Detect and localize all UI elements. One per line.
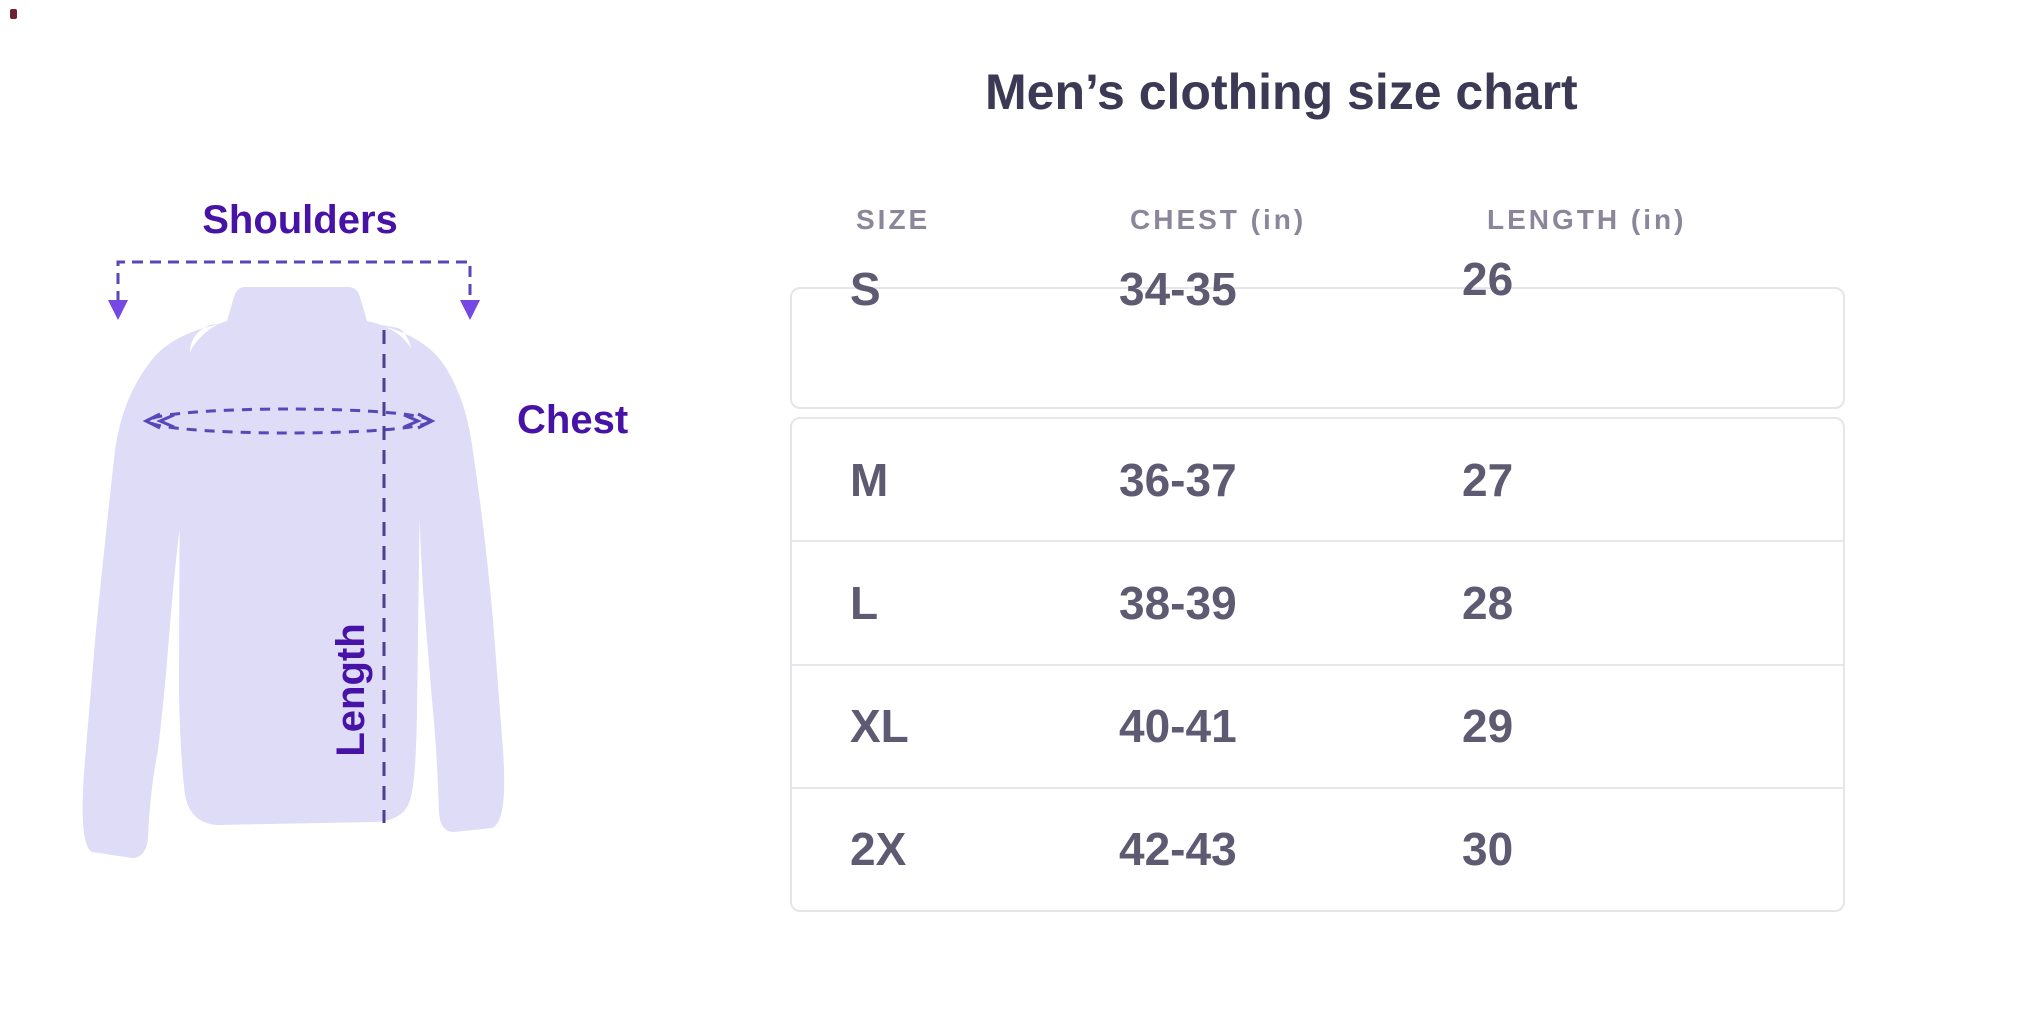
length-value: 26 — [1462, 253, 1514, 305]
size-value: M — [850, 453, 889, 506]
chest-value: 36-37 — [1119, 453, 1237, 506]
length-value: 29 — [1462, 700, 1514, 753]
size-value: L — [850, 576, 879, 629]
chest-value: 34-35 — [1119, 263, 1237, 315]
length-value: 30 — [1462, 823, 1514, 876]
shoulders-label: Shoulders — [202, 198, 398, 242]
page-title: Men’s clothing size chart — [985, 64, 1578, 120]
shirt-diagram — [82, 260, 505, 858]
table-row-card-s: S 34-35 26 — [790, 256, 1845, 409]
length-value: 28 — [1462, 576, 1514, 629]
shoulders-arrow-left — [108, 300, 128, 320]
chest-value: 42-43 — [1119, 823, 1237, 876]
column-header-size: SIZE — [856, 204, 931, 235]
table-rows-card: M 36-37 27 L 38-39 28 XL 40-41 29 2X 42-… — [790, 417, 1845, 912]
shoulders-measure-line — [116, 260, 472, 302]
shirt-left-sleeve — [82, 322, 231, 858]
shoulders-arrow-right — [460, 300, 480, 320]
shirt-collar — [227, 287, 367, 321]
shirt-right-sleeve — [365, 322, 505, 832]
size-value: XL — [850, 700, 909, 753]
corner-mark — [10, 9, 17, 19]
column-header-length: LENGTH (in) — [1487, 204, 1687, 235]
table-row: L 38-39 28 — [792, 540, 1843, 663]
chest-label: Chest — [517, 398, 629, 442]
chest-arrow-right — [403, 412, 436, 430]
table-row: M 36-37 27 — [792, 419, 1843, 540]
chest-arrow-left — [142, 412, 175, 430]
length-value: 27 — [1462, 453, 1514, 506]
chest-value: 40-41 — [1119, 700, 1237, 753]
table-row: 2X 42-43 30 — [792, 786, 1843, 910]
table-row: XL 40-41 29 — [792, 663, 1843, 787]
column-header-chest: CHEST (in) — [1130, 204, 1307, 235]
size-value: S — [850, 263, 881, 315]
length-label: Length — [329, 623, 373, 757]
chest-value: 38-39 — [1119, 576, 1237, 629]
size-value: 2X — [850, 823, 907, 876]
shirt-body — [179, 321, 422, 825]
